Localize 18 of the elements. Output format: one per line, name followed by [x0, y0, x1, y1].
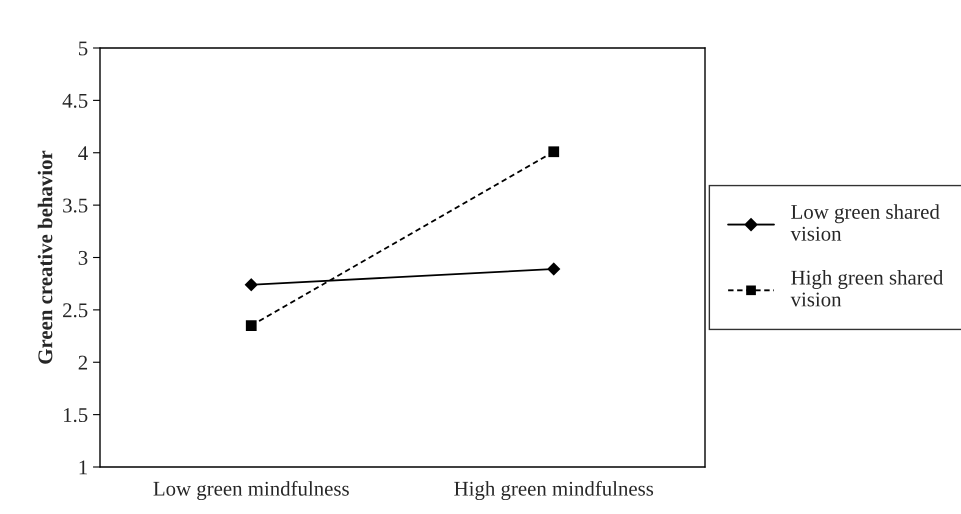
x-tick-label: Low green mindfulness [153, 480, 349, 500]
point [547, 262, 560, 276]
point [246, 320, 257, 331]
legend-label: Low green shared vision [790, 204, 940, 241]
y-tick-label: 3.5 [63, 198, 88, 213]
y-tick-label: 2.5 [63, 303, 88, 318]
y-tick-label: 4.5 [62, 94, 88, 108]
y-axis-title: Green creative behavior [38, 150, 52, 364]
y-tick-label: 2 [78, 356, 88, 370]
point [244, 278, 258, 292]
point [548, 146, 560, 158]
y-tick-label: 3 [78, 250, 88, 265]
y-tick-label: 5 [78, 42, 88, 56]
y-tick-label: 1 [80, 460, 87, 474]
x-tick-label: High green mindfulness [454, 480, 654, 500]
y-tick-label: 1.5 [64, 408, 88, 422]
y-tick-label: 4 [78, 146, 88, 160]
legend-label: High green shared vision [790, 270, 944, 307]
